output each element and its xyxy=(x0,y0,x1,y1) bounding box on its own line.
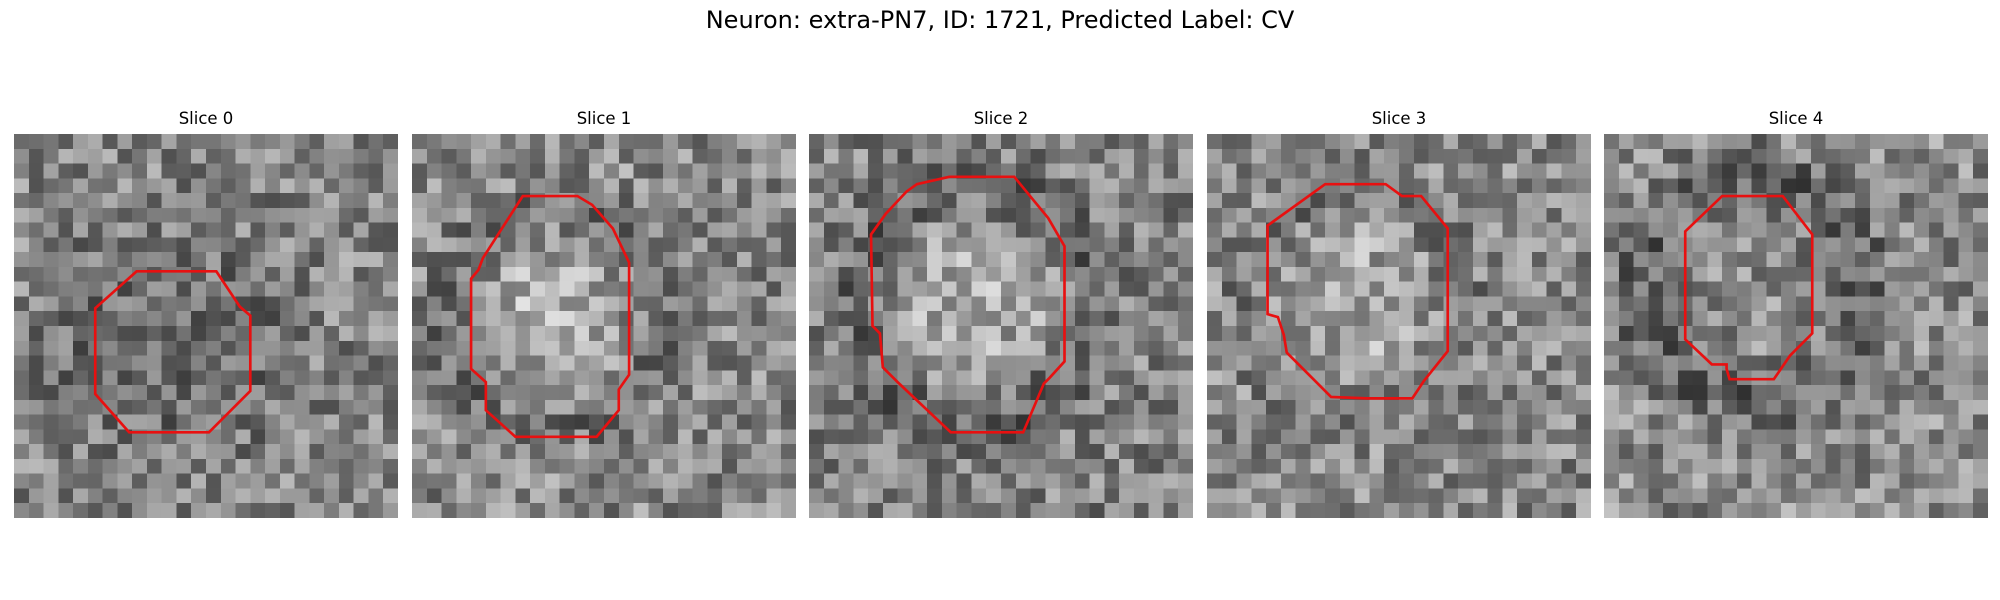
slice-panel-0: Slice 0 xyxy=(14,108,398,518)
cell-outline xyxy=(1266,182,1450,400)
slice-image-3 xyxy=(1207,134,1591,518)
grayscale-image xyxy=(412,134,796,518)
slice-title: Slice 3 xyxy=(1371,109,1427,128)
slice-image-4 xyxy=(1604,134,1988,518)
slice-title: Slice 2 xyxy=(973,109,1029,128)
cell-outline xyxy=(93,270,252,434)
slice-panel-1: Slice 1 xyxy=(412,108,796,518)
slice-title: Slice 1 xyxy=(576,109,632,128)
grayscale-image xyxy=(1604,134,1988,518)
slice-title: Slice 4 xyxy=(1768,109,1824,128)
cell-outline xyxy=(1683,194,1814,381)
segmentation-outline-layer xyxy=(469,194,631,439)
slice-panel-2: Slice 2 xyxy=(809,108,1193,518)
slice-image-1 xyxy=(412,134,796,518)
grayscale-image xyxy=(809,134,1193,518)
slice-panel-3: Slice 3 xyxy=(1207,108,1591,518)
slice-title: Slice 0 xyxy=(178,109,234,128)
cell-outline xyxy=(869,175,1066,434)
cell-outline xyxy=(469,194,631,439)
grayscale-image xyxy=(1207,134,1591,518)
grayscale-image xyxy=(14,134,398,518)
segmentation-outline-layer xyxy=(1266,182,1450,400)
slice-image-0 xyxy=(14,134,398,518)
segmentation-outline-layer xyxy=(1683,194,1814,381)
segmentation-outline-layer xyxy=(93,270,252,434)
segmentation-outline-layer xyxy=(869,175,1066,434)
slice-panel-4: Slice 4 xyxy=(1604,108,1988,518)
figure-title: Neuron: extra-PN7, ID: 1721, Predicted L… xyxy=(705,6,1295,34)
slice-image-2 xyxy=(809,134,1193,518)
